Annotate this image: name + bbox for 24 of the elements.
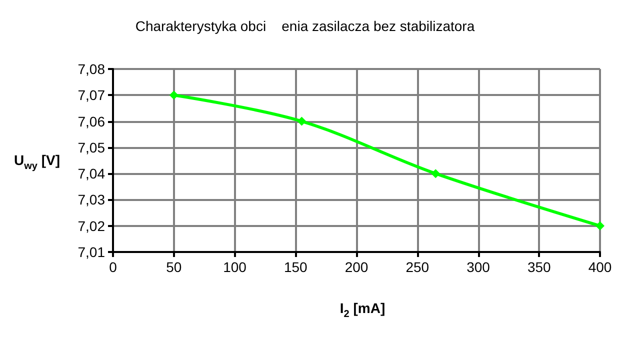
y-tick-label: 7,06 (78, 113, 106, 130)
x-tick-label: 300 (466, 259, 490, 275)
x-tick-label: 400 (588, 259, 612, 275)
x-tick-label: 0 (109, 259, 118, 275)
x-tick-label: 150 (284, 259, 308, 275)
point (596, 221, 604, 230)
point (431, 169, 440, 178)
y-tick-label: 7,04 (78, 166, 106, 182)
y-tick-label: 7,05 (78, 139, 106, 156)
y-axis-title: U$_{wy}$ [V] (14, 152, 60, 172)
y-tick-label: 7,01 (78, 244, 106, 260)
y-tick-label: 7,03 (78, 192, 106, 208)
chart-title: Charakterystyka obci enia zasilacza bez stabilizatora (135, 18, 475, 34)
x-tick-label: 50 (166, 259, 182, 275)
x-tick-label: 100 (223, 259, 247, 275)
y-tick-label: 7,08 (78, 61, 106, 77)
point (169, 90, 178, 100)
point (297, 116, 306, 126)
x-tick-label: 250 (406, 259, 430, 275)
x-tick-label: 200 (344, 259, 368, 275)
y-tick-label: 7,07 (78, 87, 106, 104)
x-axis-title: I$_{2}$ [mA] (338, 300, 386, 320)
y-tick-label: 7,02 (78, 218, 106, 234)
x-tick-label: 350 (527, 259, 552, 275)
